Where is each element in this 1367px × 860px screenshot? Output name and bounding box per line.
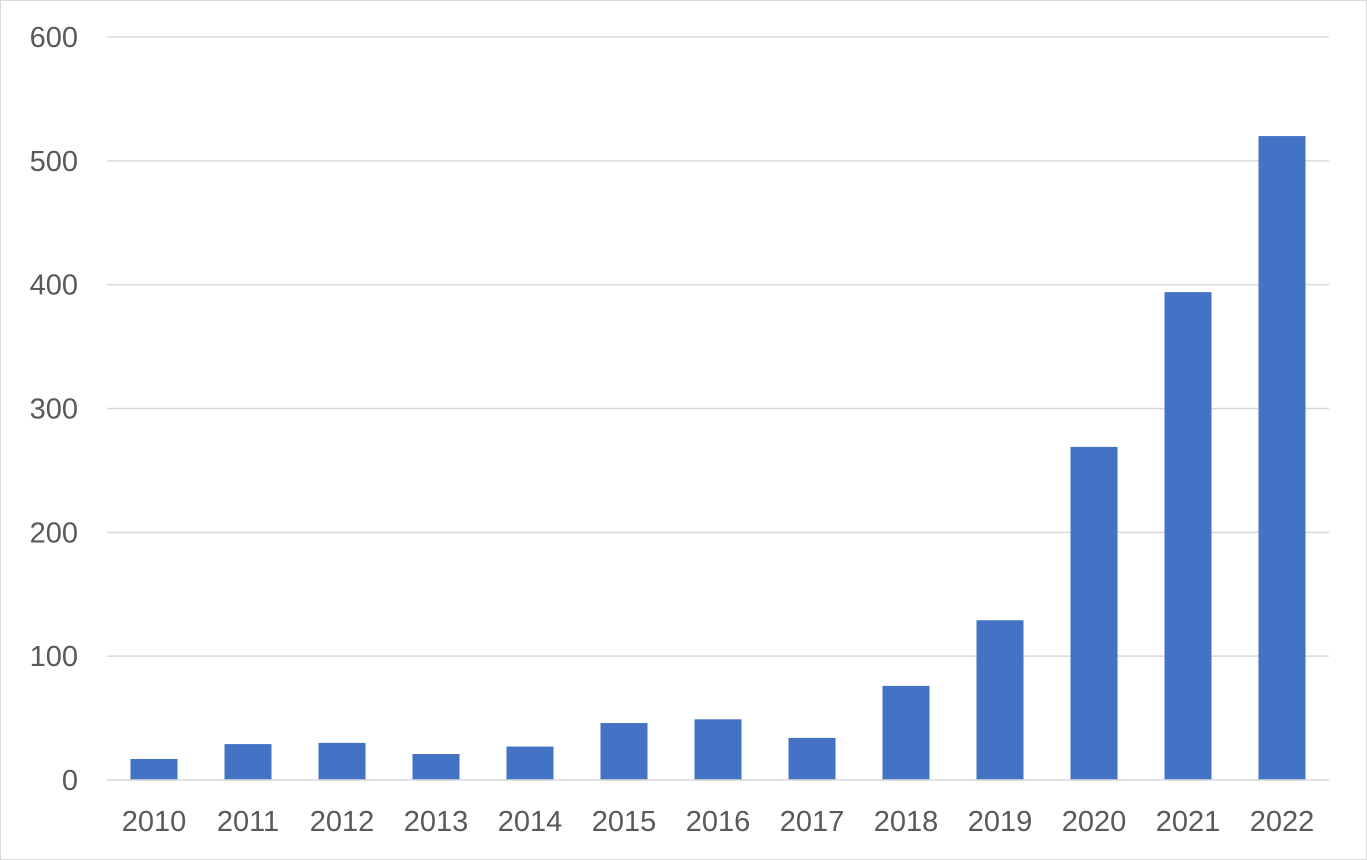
- x-axis-ticks: 2010 2011 2012 2013 2014 2015 2016 2017 2018 2019…: [122, 806, 1315, 838]
- x-tick-label: 2012: [310, 806, 375, 838]
- x-tick-label: 2015: [592, 806, 657, 838]
- x-tick-label: 2020: [1062, 806, 1127, 838]
- x-tick-label: 2014: [498, 806, 563, 838]
- y-tick-label: 500: [30, 146, 78, 178]
- y-tick-label: 100: [30, 641, 78, 673]
- y-tick-label: 400: [30, 270, 78, 302]
- x-tick-label: 2016: [686, 806, 751, 838]
- x-tick-label: 2010: [122, 806, 187, 838]
- x-tick-label: 2011: [217, 806, 279, 838]
- y-tick-label: 300: [30, 394, 78, 426]
- y-tick-label: 600: [30, 22, 78, 54]
- y-tick-label: 0: [62, 765, 78, 797]
- bar-2014: [506, 746, 554, 780]
- bar-2019: [976, 620, 1024, 780]
- x-tick-label: 2013: [404, 806, 469, 838]
- bar-2013: [412, 753, 460, 780]
- x-tick-label: 2019: [968, 806, 1033, 838]
- bar-2022: [1258, 136, 1306, 781]
- x-tick-label: 2017: [780, 806, 845, 838]
- bar-2018: [882, 685, 930, 780]
- bar-2011: [224, 744, 272, 780]
- x-tick-label: 2022: [1250, 806, 1315, 838]
- bar-2012: [318, 742, 366, 780]
- bar-2021: [1164, 292, 1212, 780]
- y-tick-label: 200: [30, 517, 78, 549]
- bar-2016: [694, 719, 742, 780]
- y-axis-ticks: 0 100 200 300 400 500 600: [30, 22, 78, 797]
- gridlines: [107, 36, 1329, 657]
- bar-2020: [1070, 446, 1118, 780]
- x-tick-label: 2018: [874, 806, 939, 838]
- bar-2015: [600, 723, 648, 780]
- bar-2010: [130, 758, 178, 780]
- bar-2017: [788, 737, 836, 780]
- x-tick-label: 2021: [1156, 806, 1221, 838]
- bars: [130, 136, 1306, 781]
